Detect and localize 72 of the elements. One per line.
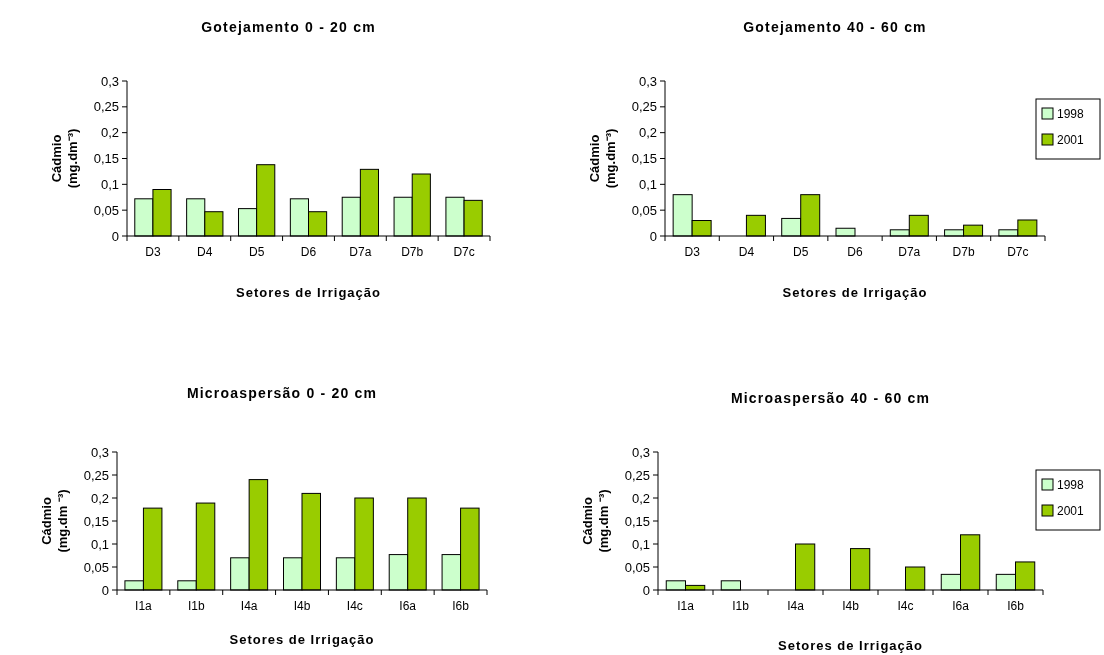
y-tick-label: 0,3 [631,444,650,460]
y-tick-label: 0,05 [93,202,119,218]
x-tick-label: I6b [1007,599,1025,613]
x-axis-title: Setores de Irrigação [236,285,381,300]
y-tick-label: 0 [642,582,650,598]
x-tick-label: D5 [793,245,809,259]
x-tick-label: D3 [684,245,701,259]
y-tick-label: 0,25 [83,467,109,483]
x-tick-label: I4c [897,599,914,613]
y-tick-label: 0,2 [631,490,650,506]
legend-label: 1998 [1057,107,1085,122]
y-tick-label: 0,3 [90,444,109,460]
y-tick-label: 0,3 [638,73,657,89]
x-tick-label: D6 [300,245,317,259]
y-tick-label: 0,05 [83,559,109,575]
x-tick-label: I1a [677,599,695,613]
x-tick-label: I1b [187,599,205,613]
y-tick-label: 0,25 [93,99,119,115]
y-tick-label: 0,2 [90,490,109,506]
y-tick-label: 0,1 [638,176,657,192]
x-tick-label: I4b [842,599,860,613]
y-tick-label: 0,3 [100,73,119,89]
legend-label: 2001 [1057,504,1085,519]
x-tick-label: I4b [293,599,311,613]
x-tick-label: D6 [847,245,863,259]
chart-title: Microaspersão 0 - 20 cm [186,385,378,401]
y-axis-title: Cádmio (mg.dm⁻³) [49,128,81,189]
legend-label: 2001 [1057,133,1085,148]
x-axis-title: Setores de Irrigação [229,632,375,647]
y-tick-label: 0,2 [100,125,119,141]
x-tick-label: I4a [240,599,258,613]
x-tick-label: I4a [787,599,805,613]
y-tick-label: 0,15 [624,513,650,529]
y-tick-label: 0,15 [93,151,119,167]
x-tick-label: I1a [135,599,153,613]
x-tick-label: I6a [399,599,417,613]
y-axis-title: Cádmio (mg.dm ⁻³) [39,489,71,553]
y-tick-label: 0,25 [624,467,650,483]
y-tick-label: 0,15 [83,513,109,529]
y-tick-label: 0 [101,582,109,598]
x-axis-title: Setores de Irrigação [782,285,928,300]
y-tick-label: 0,1 [100,176,119,192]
y-tick-label: 0,25 [631,99,657,115]
x-tick-label: D7c [453,245,475,259]
chart-title: Gotejamento 40 - 60 cm [743,19,927,35]
y-axis-title: Cádmio (mg.dm⁻³) [587,128,619,189]
y-tick-label: 0,05 [624,559,650,575]
x-tick-label: D4 [197,245,213,259]
chart-title: Gotejamento 0 - 20 cm [201,19,376,35]
y-tick-label: 0,15 [631,151,657,167]
y-tick-label: 0,2 [638,125,657,141]
x-tick-label: I6a [952,599,970,613]
x-tick-label: I4c [346,599,363,613]
x-tick-label: D4 [738,245,755,259]
x-tick-label: D7a [898,245,921,259]
x-axis-title: Setores de Irrigação [778,638,923,653]
x-tick-label: D7a [349,245,372,259]
y-tick-label: 0 [111,228,119,244]
x-tick-label: I1b [732,599,750,613]
x-tick-label: D7b [401,245,424,259]
y-tick-label: 0,1 [631,536,650,552]
y-tick-label: 0 [649,228,657,244]
chart-title: Microaspersão 40 - 60 cm [730,390,931,406]
x-tick-label: D5 [248,245,265,259]
x-tick-label: D7c [1007,245,1029,259]
x-tick-label: I6b [452,599,470,613]
legend-label: 1998 [1057,478,1085,493]
x-tick-label: D7b [952,245,975,259]
y-axis-title: Cádmio (mg.dm ⁻³) [580,489,612,553]
x-tick-label: D3 [145,245,161,259]
y-tick-label: 0,05 [631,202,657,218]
y-tick-label: 0,1 [90,536,109,552]
